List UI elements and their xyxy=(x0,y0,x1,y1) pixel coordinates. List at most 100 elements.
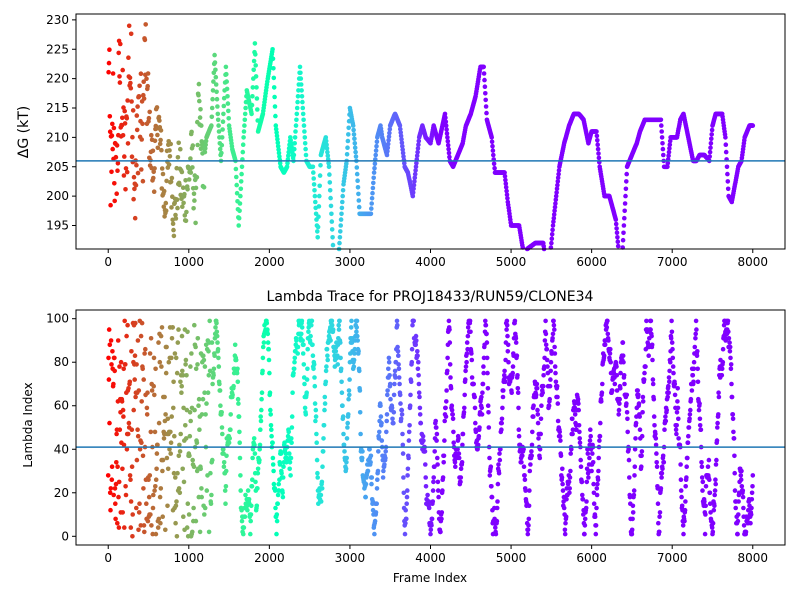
lambda-point xyxy=(555,401,561,406)
lambda-point xyxy=(109,464,115,470)
delta-g-point xyxy=(350,123,356,128)
lambda-point xyxy=(483,318,488,324)
lambda-point xyxy=(141,486,146,491)
lambda-point xyxy=(513,340,519,345)
lambda-point xyxy=(241,525,247,530)
delta-g-point xyxy=(504,192,510,197)
lambda-point xyxy=(646,353,651,359)
lambda-point xyxy=(597,438,602,443)
delta-g-point xyxy=(709,127,715,133)
lambda-point xyxy=(680,523,686,528)
delta-g-point xyxy=(188,170,194,175)
lambda-point xyxy=(136,510,142,515)
lambda-point xyxy=(318,499,324,504)
lambda-point xyxy=(363,481,369,487)
lambda-point xyxy=(281,464,286,470)
delta-g-point xyxy=(167,154,173,159)
lambda-point xyxy=(384,429,389,435)
lambda-point xyxy=(186,512,192,517)
lambda-point xyxy=(373,510,379,515)
lambda-chart-title: Lambda Trace for PROJ18433/RUN59/CLONE34 xyxy=(267,289,594,305)
lambda-point xyxy=(199,486,204,491)
delta-g-point xyxy=(369,201,375,206)
lambda-point xyxy=(360,449,365,454)
lambda-point xyxy=(213,325,218,330)
delta-g-point xyxy=(443,123,449,128)
lambda-point xyxy=(447,340,453,345)
lambda-point xyxy=(211,366,217,372)
lambda-point xyxy=(238,473,243,478)
lambda-point xyxy=(406,438,412,443)
lambda-point xyxy=(522,477,528,483)
lambda-point xyxy=(234,370,240,376)
lambda-point xyxy=(585,451,591,456)
lambda-point xyxy=(547,383,553,389)
delta-g-point xyxy=(169,205,174,210)
lambda-point xyxy=(484,331,489,337)
lambda-point xyxy=(355,333,360,339)
lambda-point xyxy=(122,318,127,324)
delta-g-point xyxy=(445,135,450,140)
lambda-point xyxy=(257,447,263,452)
lambda-point xyxy=(376,449,381,454)
delta-g-point xyxy=(220,119,226,124)
lambda-point xyxy=(385,388,390,393)
delta-g-point xyxy=(595,138,600,143)
lambda-point xyxy=(342,449,347,454)
lambda-point xyxy=(189,351,194,356)
lambda-point xyxy=(608,359,613,365)
delta-g-point xyxy=(622,215,627,221)
delta-g-point xyxy=(595,142,600,147)
lambda-point xyxy=(676,436,681,441)
lambda-point xyxy=(739,484,745,489)
delta-g-point xyxy=(346,125,352,131)
lambda-point xyxy=(425,492,430,498)
delta-g-point xyxy=(180,185,186,190)
lambda-point xyxy=(631,492,637,498)
lambda-point xyxy=(543,318,548,324)
lambda-point xyxy=(485,370,490,376)
lambda-point xyxy=(195,336,201,341)
delta-g-point xyxy=(212,60,218,65)
lambda-point xyxy=(553,370,558,376)
delta-g-point xyxy=(145,71,151,76)
lambda-point xyxy=(382,462,387,467)
delta-g-point xyxy=(373,148,379,153)
lambda-point xyxy=(441,460,447,465)
delta-g-point xyxy=(189,129,194,135)
lambda-point xyxy=(176,486,182,491)
delta-g-point xyxy=(275,137,280,142)
delta-g-point xyxy=(203,146,208,151)
delta-g-point xyxy=(708,145,713,150)
lambda-point xyxy=(106,377,112,382)
lambda-point xyxy=(630,503,636,509)
lambda-point xyxy=(682,507,688,513)
delta-g-point xyxy=(110,71,116,76)
lambda-point xyxy=(128,499,134,504)
lambda-point xyxy=(358,431,363,437)
lambda-point xyxy=(121,414,126,419)
lambda-point xyxy=(586,475,591,480)
lambda-point xyxy=(118,359,124,365)
lambda-point xyxy=(145,518,151,524)
lambda-point xyxy=(139,440,144,446)
lambda-point xyxy=(193,366,199,372)
delta-g-point xyxy=(142,37,148,43)
lambda-point xyxy=(447,362,453,367)
delta-g-point xyxy=(194,174,200,180)
lambda-point xyxy=(372,531,377,537)
lambda-point xyxy=(684,464,689,470)
lambda-point xyxy=(730,412,736,417)
lambda-point xyxy=(117,364,122,369)
lambda-point xyxy=(315,475,321,480)
lambda-point xyxy=(112,368,117,374)
lambda-point xyxy=(552,327,557,332)
delta-g-point xyxy=(503,181,509,186)
lambda-point xyxy=(542,364,547,369)
lambda-point xyxy=(498,447,503,452)
delta-g-point xyxy=(193,185,199,191)
lambda-point xyxy=(310,342,315,348)
delta-g-point xyxy=(624,179,629,184)
lambda-point xyxy=(502,375,508,380)
y-tick-label: 20 xyxy=(54,486,69,500)
